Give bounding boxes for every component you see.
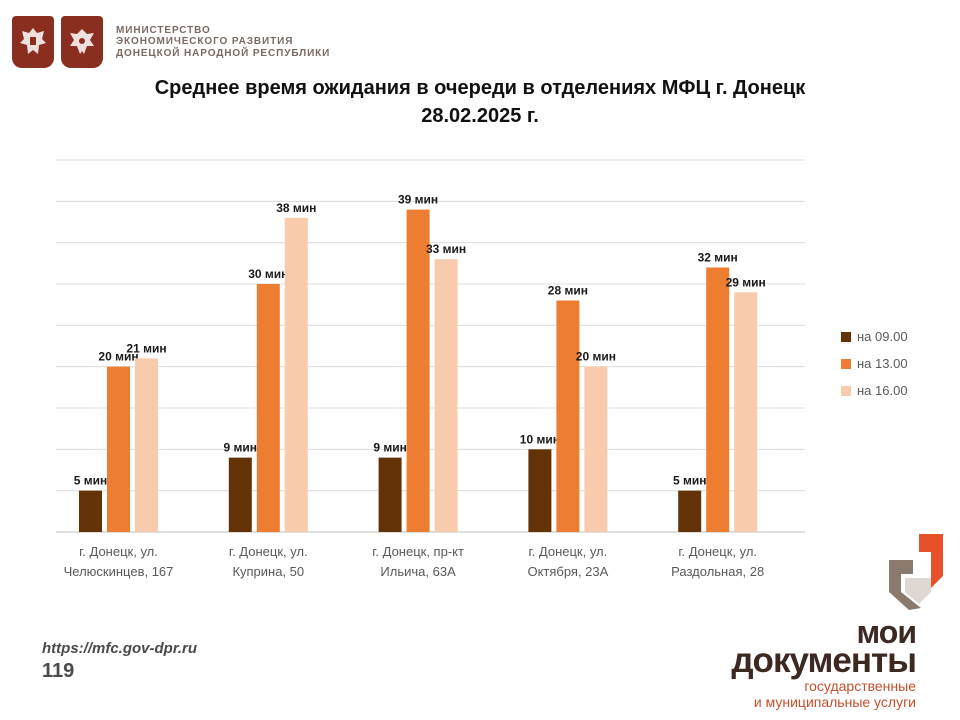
bar: [228, 457, 252, 532]
ministry-line-2: ЭКОНОМИЧЕСКОГО РАЗВИТИЯ: [116, 36, 294, 48]
brand-subtitle-1: государственные: [804, 678, 916, 694]
data-label: 20 мин: [98, 350, 138, 364]
chart-title-block: Среднее время ожидания в очереди в отдел…: [0, 74, 960, 130]
data-label: 39 мин: [398, 193, 438, 207]
data-label: 20 мин: [576, 350, 616, 364]
data-label: 5 мин: [673, 474, 707, 488]
bar: [107, 366, 130, 532]
data-label: 21 мин: [126, 341, 166, 355]
data-label: 29 мин: [726, 275, 766, 289]
legend-label: на 16.00: [857, 383, 908, 398]
dpr-coat-of-arms-icon: [61, 16, 103, 68]
category-label: г. Донецк, ул.: [79, 544, 158, 559]
brand-word-dokumenty: документы: [731, 641, 917, 680]
data-label: 38 мин: [276, 201, 316, 215]
bar: [406, 209, 430, 532]
chart-title: Среднее время ожидания в очереди в отдел…: [154, 77, 806, 99]
brand-subtitle-2: и муниципальные услуги: [753, 694, 916, 710]
bar: [556, 300, 580, 532]
category-label: г. Донецк, пр-кт: [372, 544, 464, 559]
moi-dokumenty-logo-icon: [889, 534, 943, 610]
ministry-name: МИНИСТЕРСТВО ЭКОНОМИЧЕСКОГО РАЗВИТИЯ ДОН…: [116, 25, 330, 60]
bar: [678, 490, 702, 532]
legend-swatch: [841, 386, 851, 396]
ministry-header: МИНИСТЕРСТВО ЭКОНОМИЧЕСКОГО РАЗВИТИЯ ДОН…: [12, 14, 330, 70]
category-label: г. Донецк, ул.: [678, 544, 757, 559]
brand-word-moi: мои: [856, 614, 917, 650]
legend-label: на 13.00: [857, 356, 908, 371]
category-label: Челюскинцев, 167: [64, 564, 174, 579]
legend-swatch: [841, 359, 851, 369]
chart-subtitle: 28.02.2025 г.: [421, 105, 539, 127]
category-label: г. Донецк, ул.: [529, 544, 608, 559]
category-label: г. Донецк, ул.: [229, 544, 308, 559]
data-label: 28 мин: [548, 284, 588, 298]
data-label: 30 мин: [248, 267, 288, 281]
bar: [135, 358, 158, 532]
category-label: Куприна, 50: [232, 564, 304, 579]
bar: [528, 449, 552, 532]
legend-label: на 09.00: [857, 329, 908, 344]
data-label: 32 мин: [698, 250, 738, 264]
bar: [734, 292, 758, 532]
category-label: Ильича, 63А: [380, 564, 456, 579]
bar: [79, 490, 102, 532]
website-url[interactable]: https://mfc.gov-dpr.ru: [42, 640, 197, 657]
bar: [584, 366, 608, 532]
data-label: 5 мин: [74, 474, 108, 488]
bar: [256, 284, 280, 532]
ministry-line-3: ДОНЕЦКОЙ НАРОДНОЙ РЕСПУБЛИКИ: [116, 47, 331, 59]
category-label: Октября, 23А: [527, 564, 608, 579]
data-label: 10 мин: [520, 432, 560, 446]
bar: [434, 259, 458, 532]
data-label: 9 мин: [224, 441, 258, 455]
bar: [378, 457, 402, 532]
legend-swatch: [841, 332, 851, 342]
bar: [706, 267, 730, 532]
data-label: 9 мин: [373, 441, 407, 455]
russia-coat-of-arms-icon: [12, 16, 54, 68]
bar: [284, 217, 308, 532]
moi-dokumenty-brand: мои документы государственные и муниципа…: [720, 528, 950, 713]
data-label: 33 мин: [426, 242, 466, 256]
ministry-line-1: МИНИСТЕРСТВО: [116, 24, 211, 36]
page-number: 119: [42, 660, 75, 682]
category-label: Раздольная, 28: [671, 564, 764, 579]
